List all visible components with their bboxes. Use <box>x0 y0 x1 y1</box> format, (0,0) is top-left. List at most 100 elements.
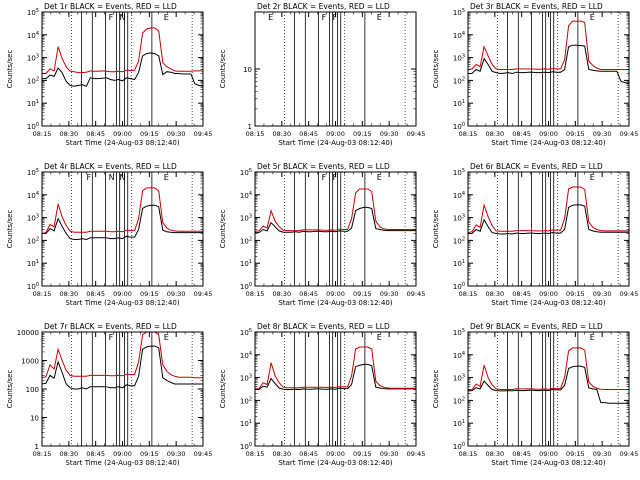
x-tick-label: 08:45 <box>512 290 531 298</box>
lld-series-line <box>41 187 203 234</box>
x-tick-label: 09:15 <box>566 450 585 458</box>
lld-series-line <box>41 331 203 379</box>
events-series-line <box>255 363 416 391</box>
plot-frame <box>467 171 630 287</box>
plot-title: Det 4r BLACK = Events, RED = LLD <box>44 162 177 171</box>
x-tick-label: 08:45 <box>299 290 318 298</box>
y-tick-label: 100 <box>27 282 39 291</box>
lld-series-line <box>467 347 629 391</box>
interval-marker: F <box>332 13 337 22</box>
x-tick-label: 08:45 <box>86 130 105 138</box>
y-tick-label: 102 <box>453 236 465 245</box>
y-axis-label: Counts/sec <box>6 370 14 409</box>
interval-marker: E <box>164 333 169 342</box>
y-axis-label: Counts/sec <box>219 370 227 409</box>
y-tick-label: 101 <box>27 99 39 108</box>
y-tick-label: 104 <box>453 191 465 200</box>
x-tick-label: 09:15 <box>353 290 372 298</box>
y-tick-label: 103 <box>453 54 465 63</box>
x-tick-label: 08:15 <box>246 130 265 138</box>
plot-title: Det 8r BLACK = Events, RED = LLD <box>257 322 390 331</box>
y-tick-label: 103 <box>240 374 252 383</box>
x-tick-label: 09:15 <box>353 130 372 138</box>
x-tick-label: 08:30 <box>59 290 78 298</box>
x-tick-label: 08:15 <box>246 290 265 298</box>
plot-frame <box>41 11 204 127</box>
y-tick-label: 100 <box>453 282 465 291</box>
interval-marker: E <box>377 13 382 22</box>
events-series-line <box>42 52 204 87</box>
x-tick-label: 09:45 <box>620 290 639 298</box>
x-tick-label: 09:45 <box>620 130 639 138</box>
x-tick-label: 09:00 <box>113 130 132 138</box>
x-tick-label: 08:45 <box>86 290 105 298</box>
x-tick-label: 09:45 <box>407 450 426 458</box>
x-axis-label: Start Time (24-Aug-03 08:12:40) <box>65 459 179 467</box>
x-tick-label: 09:30 <box>593 130 612 138</box>
x-tick-label: 09:15 <box>140 290 159 298</box>
x-tick-label: 09:45 <box>407 130 426 138</box>
panel-4: Det 4r BLACK = Events, RED = LLD F N N E 100 1… <box>6 162 212 307</box>
events-series-line <box>467 365 629 404</box>
interval-marker: F <box>109 13 114 22</box>
plot-frame <box>41 331 204 447</box>
y-tick-label: 100 <box>453 442 465 451</box>
y-tick-label: 103 <box>453 214 465 223</box>
interval-marker: E <box>377 173 382 182</box>
y-axis-label: Counts/sec <box>219 50 227 89</box>
y-tick-label: 104 <box>453 31 465 40</box>
x-tick-label: 09:15 <box>566 130 585 138</box>
y-tick-label: 101 <box>453 99 465 108</box>
y-tick-label: 101 <box>453 259 465 268</box>
y-tick-label: 101 <box>240 259 252 268</box>
y-axis-label: Counts/sec <box>6 210 14 249</box>
interval-marker: F <box>86 173 91 182</box>
x-tick-label: 09:45 <box>194 450 213 458</box>
plot-frame <box>41 171 204 287</box>
x-tick-label: 08:30 <box>485 290 504 298</box>
lld-series-line <box>254 346 416 390</box>
interval-marker: E <box>377 333 382 342</box>
lld-series-line <box>254 188 416 232</box>
y-tick-label: 102 <box>453 396 465 405</box>
x-axis-label: Start Time (24-Aug-03 08:12:40) <box>65 299 179 307</box>
x-axis-label: Start Time (24-Aug-03 08:12:40) <box>278 459 392 467</box>
x-tick-label: 09:45 <box>194 130 213 138</box>
y-tick-label: 100 <box>453 122 465 131</box>
x-tick-label: 09:15 <box>140 130 159 138</box>
events-series-line <box>468 44 630 85</box>
y-tick-label: 102 <box>27 236 39 245</box>
x-tick-label: 08:15 <box>33 290 52 298</box>
x-tick-label: 09:30 <box>380 290 399 298</box>
plot-title: Det 7r BLACK = Events, RED = LLD <box>44 322 177 331</box>
y-axis-label: Counts/sec <box>6 50 14 89</box>
x-tick-label: 08:45 <box>512 130 531 138</box>
x-tick-label: 08:30 <box>272 130 291 138</box>
interval-marker: F <box>322 13 327 22</box>
y-tick-label: 104 <box>240 351 252 360</box>
x-tick-label: 09:00 <box>113 450 132 458</box>
lld-series-line <box>467 20 629 70</box>
plot-title: Det 1r BLACK = Events, RED = LLD <box>44 2 177 11</box>
x-tick-label: 08:15 <box>246 450 265 458</box>
x-tick-label: 08:15 <box>459 450 478 458</box>
x-tick-label: 09:45 <box>194 290 213 298</box>
y-axis-label: Counts/sec <box>219 210 227 249</box>
interval-marker: E <box>164 173 169 182</box>
y-tick-label: 104 <box>453 351 465 360</box>
y-tick-label: 1 <box>35 443 39 451</box>
x-tick-label: 09:00 <box>326 130 345 138</box>
plot-title: Det 3r BLACK = Events, RED = LLD <box>470 2 603 11</box>
events-series-line <box>468 204 629 235</box>
interval-marker: F <box>322 173 327 182</box>
interval-marker: N <box>109 173 115 182</box>
interval-marker: N <box>119 13 125 22</box>
y-tick-label: 101 <box>240 419 252 428</box>
x-tick-label: 09:00 <box>326 290 345 298</box>
x-tick-label: 08:15 <box>33 450 52 458</box>
y-tick-label: 105 <box>453 328 465 337</box>
x-tick-label: 09:00 <box>113 290 132 298</box>
y-tick-label: 105 <box>27 168 39 177</box>
interval-marker: F <box>109 333 114 342</box>
x-tick-label: 08:15 <box>459 290 478 298</box>
